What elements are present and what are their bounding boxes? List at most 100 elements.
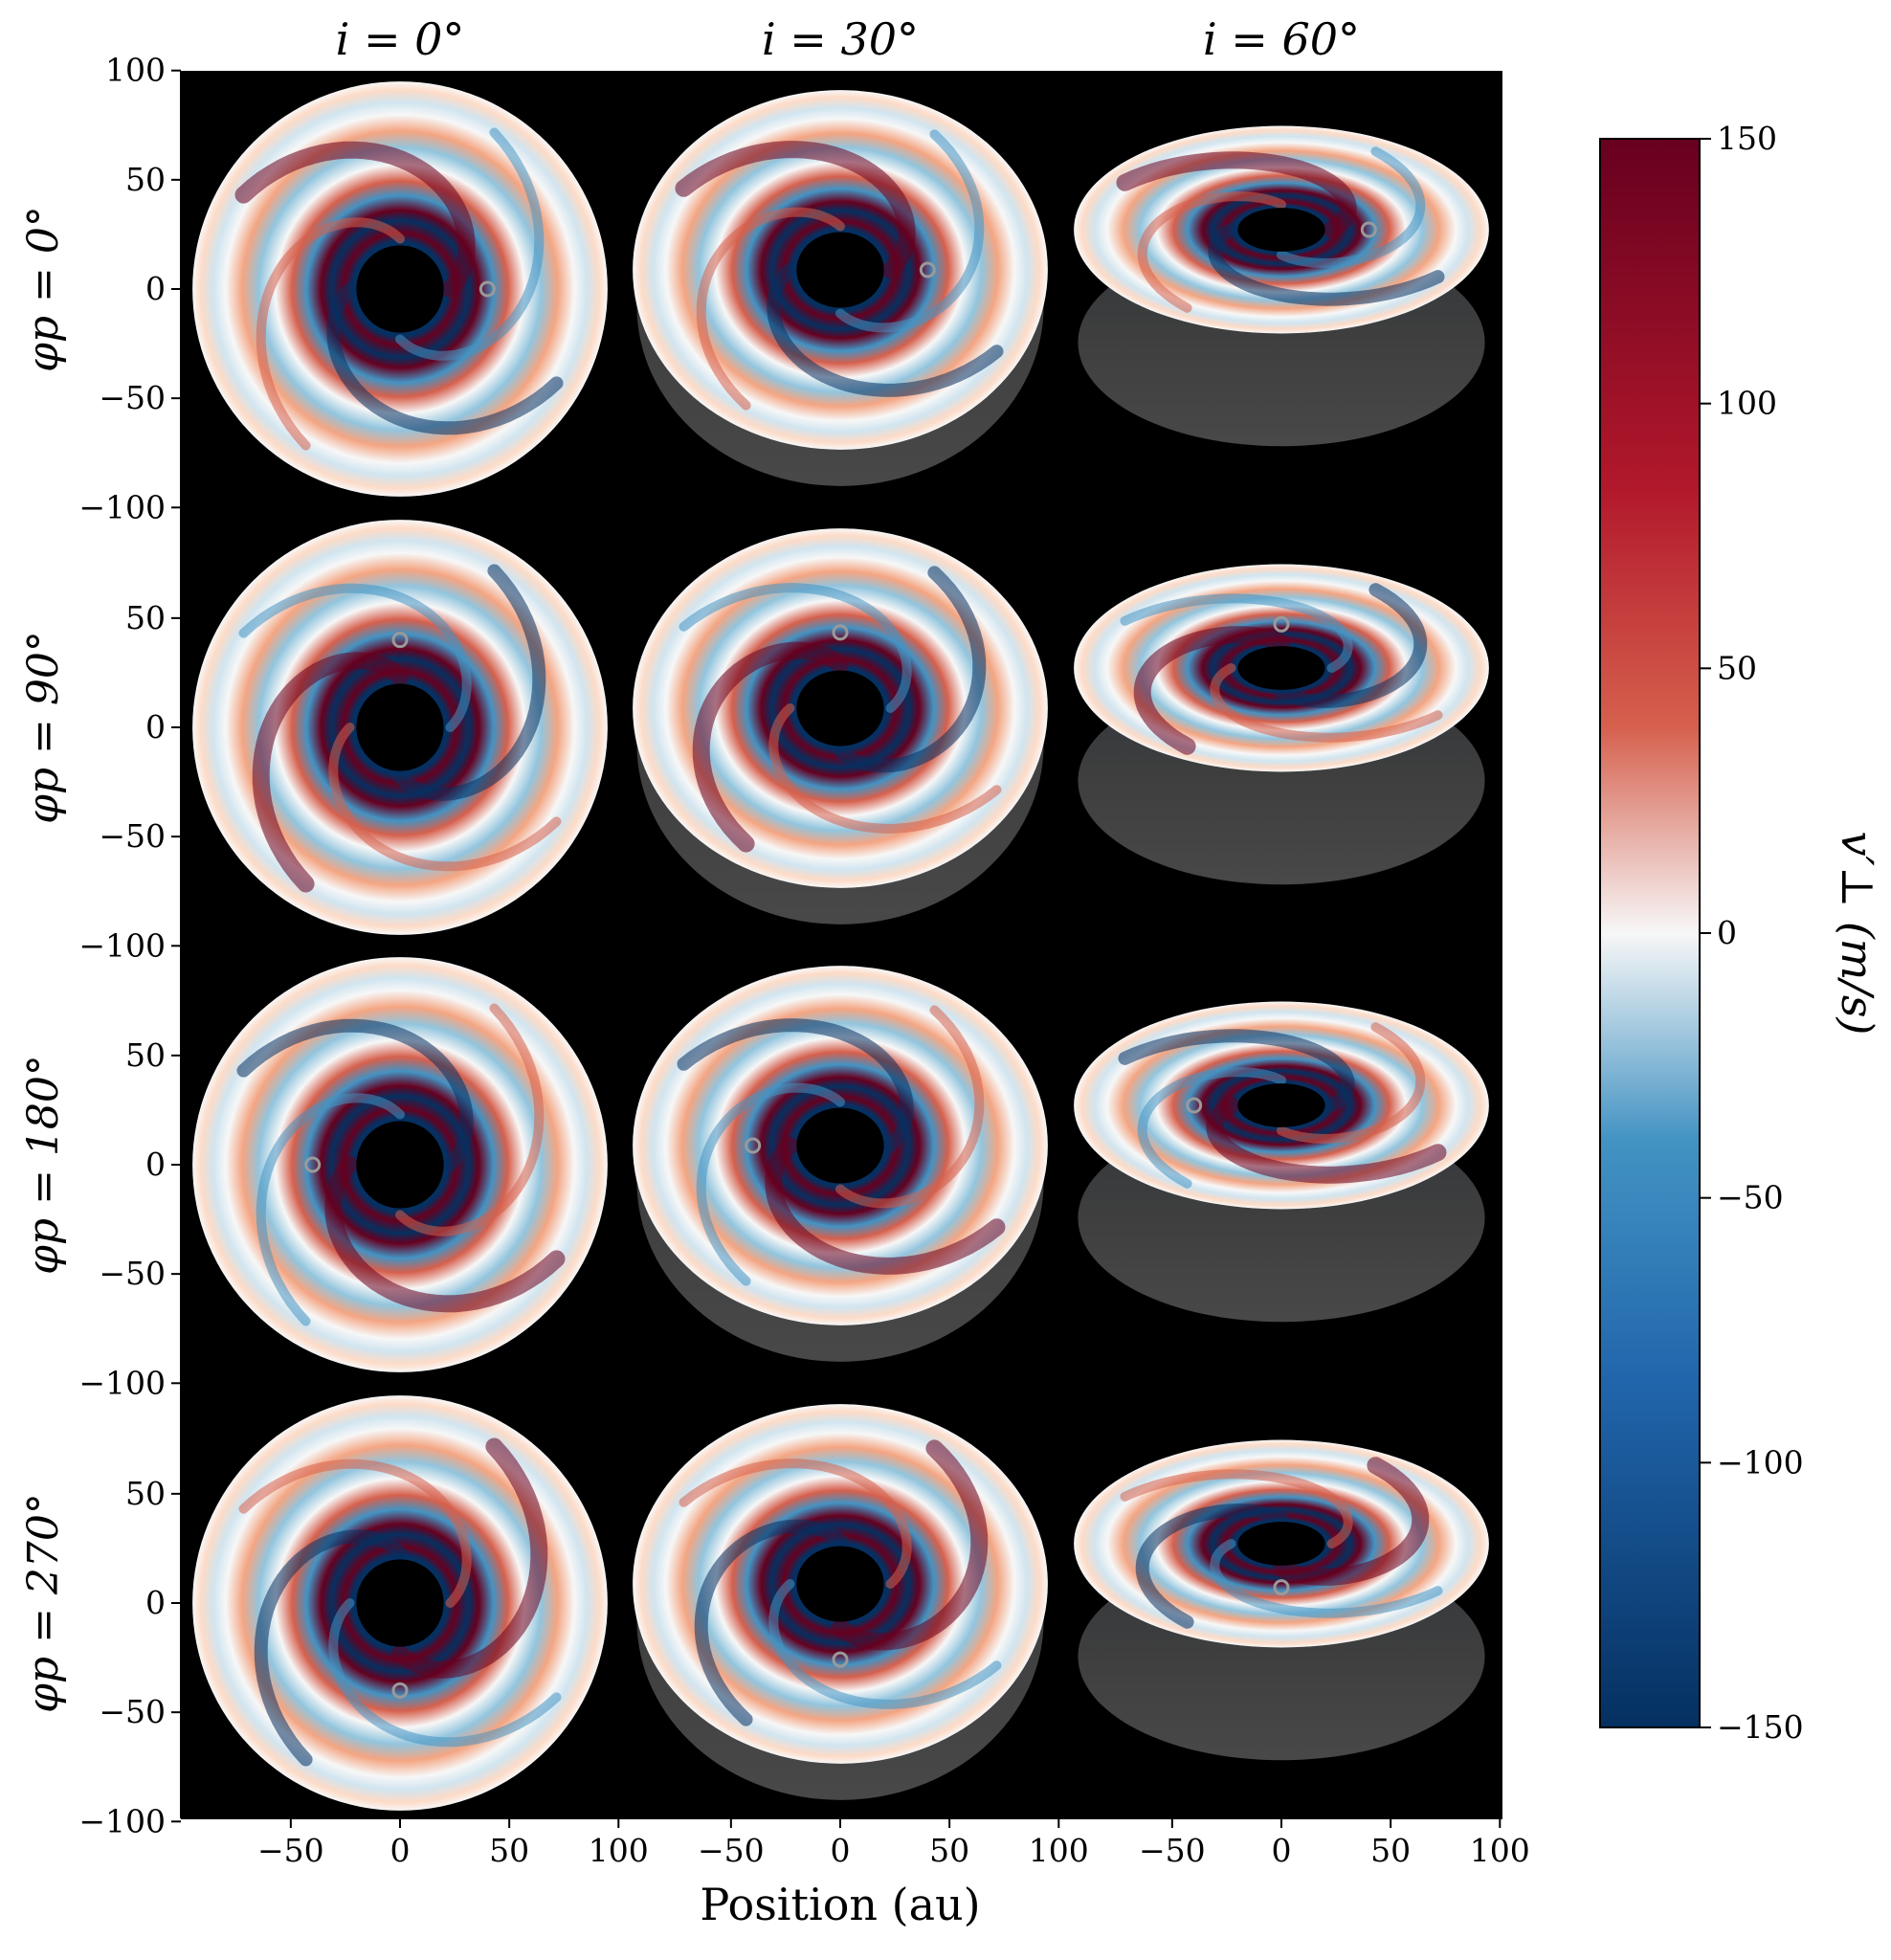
y-tick-label: −50 [99, 817, 166, 855]
spiral-arm [1116, 151, 1357, 238]
planet-marker [304, 1156, 322, 1173]
disk-panel [1074, 1439, 1489, 1761]
planet-marker [1273, 1579, 1290, 1596]
spiral-arm [832, 1439, 989, 1651]
disk-inner-hole [1237, 1522, 1325, 1566]
spiral-arm [326, 282, 564, 435]
spiral-arm [679, 583, 912, 713]
spiral-arm [238, 1459, 472, 1608]
spiral-arm [1120, 1469, 1353, 1548]
spiral-arm [1273, 1457, 1430, 1586]
y-tick-label: 0 [145, 1584, 166, 1621]
spiral-arm [692, 641, 849, 853]
x-tick-label: 50 [929, 1832, 969, 1869]
y-tick-label: 50 [125, 1475, 166, 1512]
colorbar-tick-label: 150 [1717, 120, 1777, 157]
spiral-arm [765, 1137, 1006, 1275]
colorbar: 150 100 50 0 −50 −100 −150 [1599, 120, 1804, 1746]
spiral-arm [677, 1018, 914, 1152]
y-tick-label: −100 [78, 926, 166, 964]
planet-marker [391, 632, 409, 649]
planet-marker [832, 624, 849, 641]
disk-inner-hole [356, 683, 444, 771]
disk-inner-hole [1237, 646, 1325, 690]
row-label-2: φp = 180° [19, 1055, 68, 1275]
y-tick-label: 50 [125, 161, 166, 198]
colorbar-title: v′⊥ (m/s) [1832, 832, 1883, 1036]
spiral-arm [679, 1459, 912, 1589]
colorbar-tick-label: −150 [1717, 1708, 1804, 1746]
colorbar-tick-label: −50 [1717, 1179, 1784, 1216]
spiral-arm [1133, 626, 1290, 755]
spiral-arm [1118, 1029, 1355, 1112]
spiral-arm [395, 1003, 545, 1236]
spiral-arm [1275, 583, 1428, 708]
spiral-arm [254, 1529, 407, 1767]
x-tick-label: 0 [1272, 1832, 1292, 1869]
disk-panel [1074, 125, 1489, 447]
colorbar-gradient [1599, 138, 1701, 1728]
row-label-3: φp = 270° [19, 1493, 68, 1713]
row-label-1: φp = 90° [19, 631, 68, 824]
y-tick-label: 0 [145, 1146, 166, 1183]
y-tick-label: 100 [105, 52, 166, 89]
disk-inner-hole [356, 1121, 444, 1209]
y-tick-label: 50 [125, 1036, 166, 1074]
disk-inner-hole [356, 1559, 444, 1647]
x-tick-label: 50 [1370, 1832, 1411, 1869]
disk-panel [633, 90, 1048, 486]
planet-marker [745, 1137, 762, 1154]
y-tick-label: −100 [78, 1364, 166, 1401]
spiral-arm [1137, 1067, 1286, 1189]
colorbar-tick-label: 0 [1717, 914, 1737, 951]
spiral-arm [238, 583, 472, 732]
spiral-arm [391, 1437, 548, 1679]
row-labels: φp = 0° φp = 90° φp = 180° φp = 270° [19, 206, 68, 1713]
x-axis-title: Position (au) [700, 1879, 980, 1930]
spiral-arm [328, 723, 562, 872]
planet-marker [1360, 221, 1377, 238]
disk-panel [192, 520, 608, 935]
disk-panel [192, 81, 608, 497]
spiral-arm [328, 1598, 562, 1748]
spiral-arm [1120, 593, 1353, 673]
x-tick-label: 100 [589, 1832, 649, 1869]
y-tick-label: −50 [99, 1255, 166, 1292]
disk-inner-hole [796, 670, 884, 746]
spiral-arm [675, 141, 916, 278]
spiral-arm [1137, 191, 1286, 313]
spiral-arm [395, 127, 545, 361]
column-titles: i = 0° i = 30° i = 60° [336, 13, 1360, 65]
y-tick-label: −100 [78, 1802, 166, 1839]
planet-marker [1273, 615, 1290, 633]
spiral-arm [234, 141, 476, 298]
spiral-arm [252, 652, 409, 893]
x-tick-label: 0 [831, 1832, 851, 1869]
disk-panel [192, 957, 608, 1372]
spiral-arm [767, 263, 1004, 397]
disk-panels [192, 81, 1489, 1811]
y-tick-label: −50 [99, 379, 166, 416]
colorbar-tick-label: −100 [1717, 1443, 1804, 1481]
column-title-0: i = 0° [336, 13, 465, 65]
x-tick-label: 100 [1470, 1832, 1530, 1869]
y-axis: 100 50 0 −50 −100 50 0 −50 −100 50 0 −50 −100 50 0 −50 −… [78, 52, 182, 1839]
disk-panel [633, 966, 1048, 1362]
spiral-arm [768, 1579, 1002, 1709]
colorbar-tick-label: 50 [1717, 649, 1757, 686]
disk-inner-hole [796, 1546, 884, 1622]
disk-inner-hole [1237, 208, 1325, 252]
spiral-arm [256, 217, 405, 451]
x-axis: −50 0 50 100 −50 0 50 100 −50 0 50 100 [181, 1817, 1530, 1869]
spiral-arm [1206, 1097, 1447, 1184]
spiral-arm [696, 207, 845, 411]
spiral-arm [324, 1156, 566, 1313]
disk-panel [1074, 564, 1489, 885]
spiral-arm [694, 1519, 847, 1726]
column-title-1: i = 30° [762, 13, 919, 65]
disk-panel [192, 1395, 608, 1811]
y-tick-label: 0 [145, 270, 166, 307]
spiral-arm [256, 1093, 405, 1326]
spiral-arm [1210, 663, 1443, 743]
